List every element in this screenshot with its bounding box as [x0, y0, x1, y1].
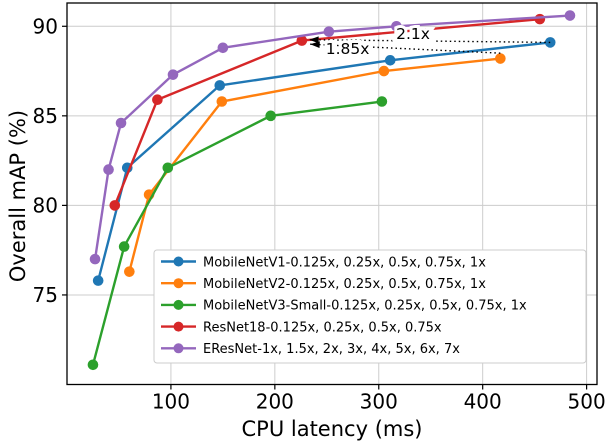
- axes-layer: 100 200 300 400 500 75 80 85 90: [33, 2, 606, 414]
- series-line: [113, 17, 540, 206]
- data-point: [534, 13, 546, 25]
- legend-label: ResNet18-0.125x, 0.25x, 0.5x, 0.75x: [203, 320, 442, 335]
- y-tick-label: 75: [33, 283, 58, 307]
- legend-label: MobileNetV3-Small-0.125x, 0.25x, 0.5x, 0…: [203, 299, 527, 314]
- legend-label: MobileNetV2-0.125x, 0.25x, 0.5x, 0.75x, …: [203, 277, 486, 292]
- data-point: [216, 96, 228, 107]
- data-point: [384, 55, 396, 66]
- annotation-arrowhead: [310, 41, 320, 49]
- legend-label: MobileNetV1-0.125x, 0.25x, 0.5x, 0.75x, …: [203, 255, 486, 270]
- plot-border: [66, 2, 598, 386]
- data-point: [152, 94, 163, 106]
- data-point: [296, 35, 308, 46]
- data-point: [118, 241, 130, 252]
- data-point: [162, 162, 174, 174]
- annotation-arrowhead: [309, 36, 319, 44]
- series-layer: [87, 10, 576, 371]
- legend: MobileNetV1-0.125x, 0.25x, 0.5x, 0.75x, …: [153, 249, 587, 364]
- data-point: [495, 53, 506, 64]
- data-point: [124, 266, 135, 277]
- x-tick-label: 200: [256, 390, 294, 414]
- x-tick-label: 400: [464, 390, 502, 414]
- data-point: [376, 96, 388, 107]
- data-point: [109, 200, 121, 211]
- annotations-layer: 2.1x 1.85x: [309, 22, 551, 61]
- data-point: [92, 275, 104, 286]
- legend-label: EResNet-1x, 1.5x, 2x, 3x, 4x, 5x, 6x, 7x: [203, 342, 460, 357]
- x-tick-label: 300: [360, 390, 398, 414]
- y-tick-label: 85: [33, 104, 58, 128]
- legend-sample-marker: [173, 299, 184, 310]
- data-point: [87, 359, 99, 371]
- legend-sample-marker: [173, 278, 184, 289]
- annotation-label: 2.1x: [396, 25, 430, 43]
- data-point: [265, 110, 276, 122]
- legend-sample-marker: [173, 321, 184, 332]
- data-point: [103, 164, 114, 175]
- data-point: [217, 42, 229, 54]
- annotation-arrow-line: [310, 43, 501, 54]
- x-tick-label: 100: [152, 390, 190, 414]
- legend-sample-marker: [173, 343, 184, 354]
- data-point: [391, 20, 402, 32]
- annotation-label: 1.85x: [326, 40, 370, 58]
- y-tick-label: 80: [33, 193, 58, 217]
- x-tick-label: 500: [568, 390, 606, 414]
- data-point: [214, 80, 226, 91]
- data-point: [167, 69, 179, 80]
- x-axis-title: CPU latency (ms): [242, 417, 423, 441]
- series-line: [93, 14, 571, 260]
- data-point: [378, 65, 390, 77]
- data-point: [323, 26, 335, 37]
- y-tick-label: 90: [33, 14, 58, 38]
- legend-box: [153, 249, 587, 364]
- y-axis-title: Overall mAP (%): [6, 110, 30, 282]
- data-point: [564, 10, 576, 21]
- legend-sample-marker: [173, 256, 184, 267]
- series-line: [128, 57, 501, 272]
- data-point: [89, 253, 101, 265]
- data-point: [115, 117, 127, 129]
